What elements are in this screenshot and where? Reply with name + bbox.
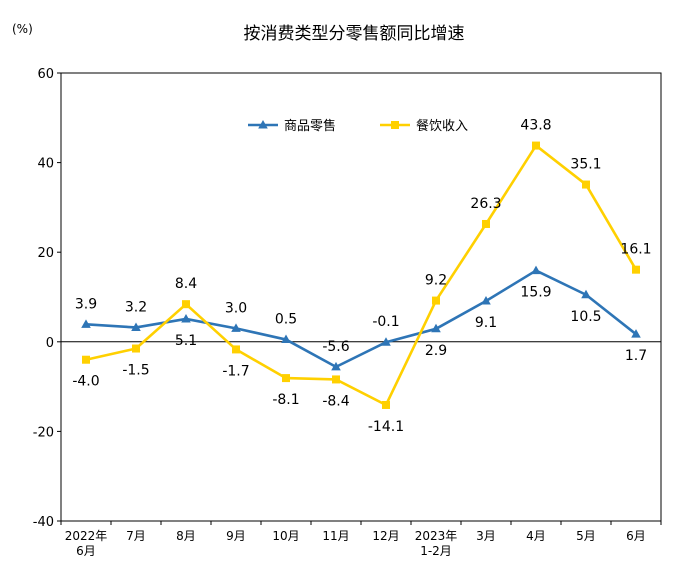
series-1-point <box>581 289 591 299</box>
x-tick-label: 8月 <box>176 529 196 543</box>
data-label: -4.0 <box>72 374 99 390</box>
series-2-point <box>182 300 190 309</box>
x-tick-label: 6月 <box>76 544 96 558</box>
x-tick-label: 1-2月 <box>420 544 452 558</box>
x-tick-label: 6月 <box>626 529 646 543</box>
series-1-point <box>481 296 491 305</box>
series-1-point <box>331 361 341 371</box>
series-1-point <box>631 329 641 338</box>
data-label: -14.1 <box>368 419 404 435</box>
series-2-point <box>432 296 440 305</box>
data-label: 35.1 <box>570 157 601 173</box>
series-2-point <box>532 141 540 150</box>
series-1-point <box>231 323 241 332</box>
data-label: -8.1 <box>272 392 299 408</box>
data-label: 26.3 <box>470 196 501 212</box>
data-label: 9.1 <box>475 315 497 331</box>
y-tick-label: 20 <box>37 246 54 261</box>
y-tick-label: 40 <box>37 157 54 172</box>
series-2-point <box>482 219 490 228</box>
x-tick-label: 2023年 <box>415 529 458 543</box>
series-1-point <box>131 322 141 331</box>
data-labels: 3.9 3.2 5.1 3.0 0.5 -5.6 -0.1 2.9 9.1 15.9 10.5 1.7… <box>72 118 651 435</box>
data-label: 0.5 <box>275 312 297 328</box>
data-label: 2.9 <box>425 343 447 359</box>
data-label: -1.7 <box>222 363 249 379</box>
data-label: 3.2 <box>125 299 147 315</box>
y-tick-label: -40 <box>33 515 54 530</box>
legend-label: 商品零售 <box>284 118 336 134</box>
y-tick-label: 60 <box>37 67 54 82</box>
data-label: 43.8 <box>520 118 551 134</box>
x-tick-label: 5月 <box>576 529 596 543</box>
data-label: 5.1 <box>175 333 197 349</box>
x-tick-label: 9月 <box>226 529 246 543</box>
data-label: 9.2 <box>425 273 447 289</box>
x-tick-label: 4月 <box>526 529 546 543</box>
y-tick-label: -20 <box>33 425 54 440</box>
x-tick-label: 11月 <box>322 529 349 543</box>
data-label: 15.9 <box>520 285 551 301</box>
data-label: -0.1 <box>372 314 399 330</box>
data-label: 3.0 <box>225 300 247 316</box>
data-label: 10.5 <box>570 309 601 325</box>
series-1-point <box>181 313 191 323</box>
series-1-point <box>381 337 391 346</box>
x-tick-label: 12月 <box>372 529 399 543</box>
series-1-point <box>531 265 541 275</box>
legend: 商品零售 餐饮收入 <box>248 118 468 134</box>
y-tick-label: 0 <box>46 336 54 351</box>
legend-marker-square <box>391 121 399 129</box>
legend-label: 餐饮收入 <box>416 118 468 134</box>
series-1-point <box>431 323 441 333</box>
series-1-point <box>81 319 91 328</box>
series-line-2 <box>85 144 638 407</box>
x-tick-label: 3月 <box>476 529 496 543</box>
data-label: 1.7 <box>625 348 647 364</box>
series-2-point <box>382 400 390 409</box>
series-2-point <box>132 344 140 353</box>
data-label: 16.1 <box>620 242 651 258</box>
series-2-point <box>282 374 290 383</box>
x-tick-label: 2022年 <box>65 529 108 543</box>
series-2-point <box>632 265 640 274</box>
data-label: 3.9 <box>75 296 97 312</box>
x-tick-label: 10月 <box>272 529 299 543</box>
legend-marker-triangle <box>258 120 268 129</box>
y-unit-label: (%) <box>12 22 33 36</box>
series-line-1 <box>85 269 637 369</box>
data-label: -1.5 <box>122 363 149 379</box>
chart-title: 按消费类型分零售额同比增速 <box>244 24 465 44</box>
series-1-point <box>281 334 291 344</box>
series-2-point <box>332 375 340 384</box>
data-label: 8.4 <box>175 276 197 292</box>
series-layer <box>81 141 641 409</box>
data-label: -8.4 <box>322 393 349 409</box>
plot-frame <box>60 72 662 522</box>
series-2-point <box>232 345 240 354</box>
series-2-point <box>82 355 90 364</box>
series-2-point <box>582 180 590 189</box>
x-tick-label: 7月 <box>126 529 146 543</box>
data-label: -5.6 <box>322 339 349 355</box>
